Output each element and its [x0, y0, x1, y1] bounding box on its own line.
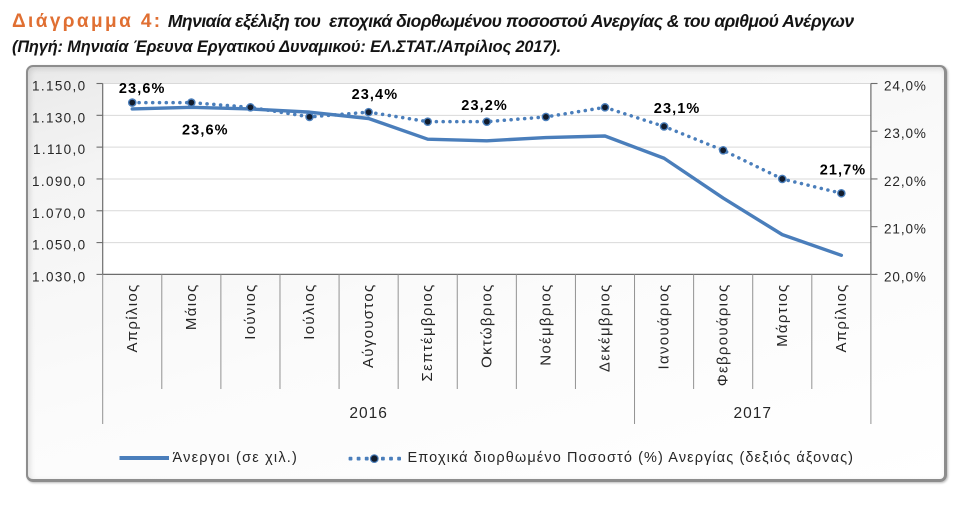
svg-text:23,4%: 23,4% [352, 87, 399, 103]
svg-text:21,7%: 21,7% [820, 162, 867, 178]
svg-text:Νοέμβριος: Νοέμβριος [537, 284, 554, 366]
svg-text:Ιανουάριος: Ιανουάριος [656, 284, 673, 370]
svg-text:1.030,0: 1.030,0 [32, 269, 87, 284]
svg-text:21,0%: 21,0% [884, 222, 927, 237]
svg-text:2016: 2016 [349, 405, 387, 422]
svg-text:23,6%: 23,6% [119, 81, 166, 97]
svg-text:Άνεργοι (σε χιλ.): Άνεργοι (σε χιλ.) [173, 450, 299, 466]
svg-text:1.150,0: 1.150,0 [32, 79, 87, 94]
svg-text:Αύγουστος: Αύγουστος [360, 284, 377, 369]
svg-text:23,1%: 23,1% [654, 101, 701, 117]
svg-text:1.110,0: 1.110,0 [33, 142, 87, 157]
svg-text:Απρίλιος: Απρίλιος [124, 284, 141, 353]
svg-text:Φεβρουάριος: Φεβρουάριος [715, 284, 732, 387]
svg-text:Απρίλιος: Απρίλιος [833, 284, 850, 353]
svg-text:Εποχικά διορθωμένο Ποσοστό (%): Εποχικά διορθωμένο Ποσοστό (%) Ανεργίας … [408, 450, 855, 466]
svg-text:Σεπτέμβριος: Σεπτέμβριος [419, 284, 436, 382]
svg-text:20,0%: 20,0% [884, 269, 927, 284]
svg-text:Μάρτιος: Μάρτιος [774, 284, 791, 347]
svg-text:Μάιος: Μάιος [183, 284, 200, 331]
svg-text:2017: 2017 [733, 405, 771, 422]
svg-text:23,2%: 23,2% [461, 98, 508, 114]
svg-text:1.130,0: 1.130,0 [32, 110, 87, 125]
svg-text:23,0%: 23,0% [884, 126, 927, 141]
svg-text:Δεκέμβριος: Δεκέμβριος [596, 284, 613, 373]
svg-text:Ιούνιος: Ιούνιος [242, 284, 259, 340]
svg-text:23,6%: 23,6% [182, 122, 229, 138]
svg-text:1.070,0: 1.070,0 [32, 206, 87, 221]
svg-text:1.050,0: 1.050,0 [32, 238, 87, 253]
svg-text:Οκτώβριος: Οκτώβριος [478, 284, 495, 368]
svg-text:22,0%: 22,0% [884, 174, 927, 189]
svg-text:24,0%: 24,0% [884, 79, 927, 94]
svg-text:Ιούλιος: Ιούλιος [301, 284, 318, 340]
svg-text:1.090,0: 1.090,0 [32, 174, 87, 189]
